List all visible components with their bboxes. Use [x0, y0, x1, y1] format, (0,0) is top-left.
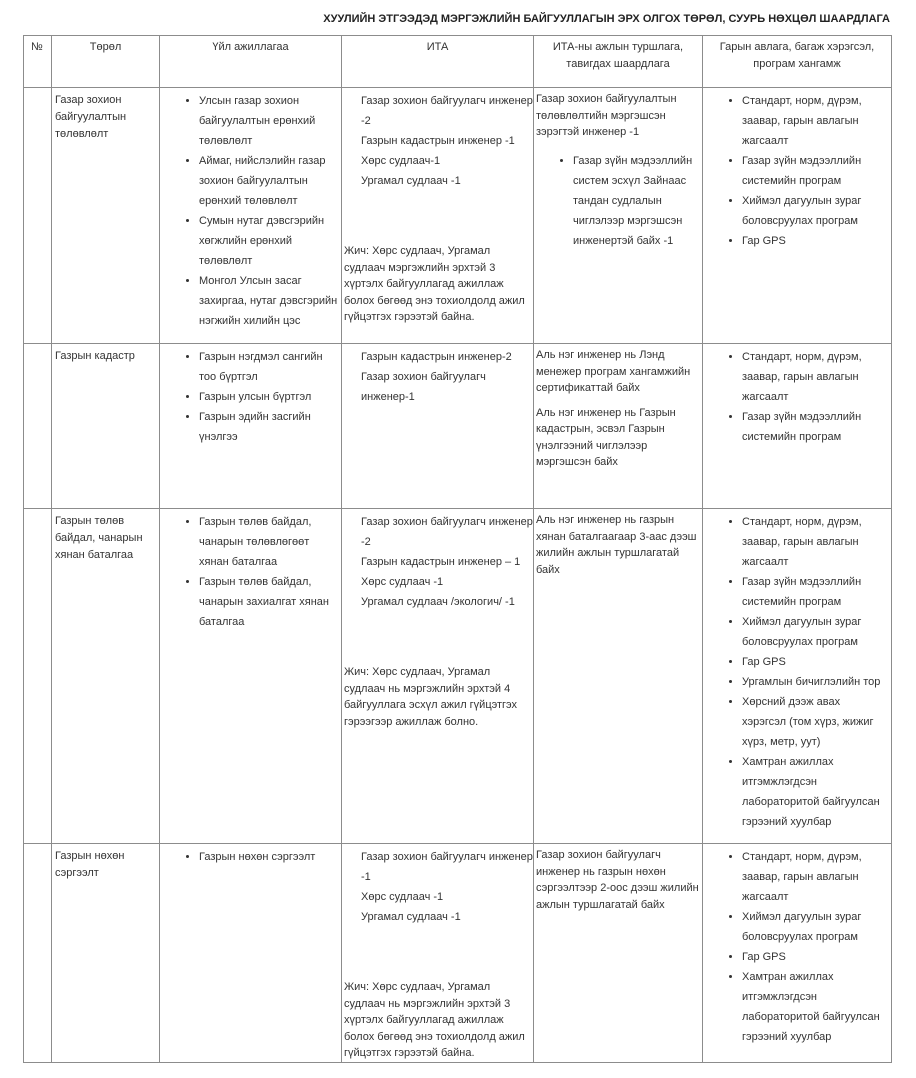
experience-text: Аль нэг инженер нь газрын хянан баталгаа… — [536, 514, 697, 576]
tool-list: Стандарт, норм, дүрэм, заавар, гарын авл… — [703, 344, 891, 447]
activity-list: Газрын нэгдмэл сангийн тоо бүртгэлГазрын… — [160, 344, 341, 447]
ita-staff-line: Ургамал судлаач -1 — [361, 175, 461, 187]
ita-staff-line: Газар зохион байгуулагч инженер-1 — [361, 371, 486, 403]
cell-type: Газар зохион байгуулалтын төлөвлөлт — [51, 87, 160, 344]
table-header-row: № Төрөл Үйл ажиллагаа ИТА ИТА-ны ажлын т… — [23, 35, 892, 88]
ita-staff-line: Газрын кадастрын инженер-2 — [361, 351, 512, 363]
cell-ita: Газар зохион байгуулагч инженер -2 Газрын… — [341, 87, 534, 344]
tool-item: Газар зүйн мэдээллийн системийн програм — [742, 151, 887, 191]
header-experience: ИТА-ны ажлын туршлага, тавигдах шаардлаг… — [533, 35, 703, 88]
cell-tools: Стандарт, норм, дүрэм, заавар, гарын авл… — [702, 343, 892, 509]
tool-item: Хамтран ажиллах итгэмжлэгдсэн лаборатори… — [742, 752, 887, 832]
tool-item: Газар зүйн мэдээллийн системийн програм — [742, 572, 887, 612]
activity-item: Сумын нутаг дэвсгэрийн хөгжлийн ерөнхий … — [199, 211, 341, 271]
cell-experience: Аль нэг инженер нь Лэнд менежер програм … — [533, 343, 703, 509]
cell-tools: Стандарт, норм, дүрэм, заавар, гарын авл… — [702, 843, 892, 1063]
tool-item: Гар GPS — [742, 652, 887, 672]
header-tools: Гарын авлага, багаж хэрэгсэл, програм ха… — [702, 35, 892, 88]
ita-staff: Газрын кадастрын инженер-2 Газар зохион б… — [342, 344, 533, 407]
cell-number — [23, 343, 52, 509]
ita-note: Жич: Хөрс судлаач, Ургамал судлаач нь мэ… — [344, 981, 525, 1059]
header-activities: Үйл ажиллагаа — [159, 35, 342, 88]
ita-staff-line: Газрын кадастрын инженер -1 — [361, 135, 515, 147]
activity-list: Газрын төлөв байдал, чанарын төлөвлөгөөт… — [160, 509, 341, 632]
cell-activities: Газрын нөхөн сэргээлт — [159, 843, 342, 1063]
cell-type: Газрын нөхөн сэргээлт — [51, 843, 160, 1063]
requirements-table: № Төрөл Үйл ажиллагаа ИТА ИТА-ны ажлын т… — [23, 35, 892, 1063]
ita-note: Жич: Хөрс судлаач, Ургамал судлаач мэргэ… — [344, 245, 525, 323]
header-type: Төрөл — [51, 35, 160, 88]
experience-text: Газар зохион байгуулагч инженер нь газры… — [536, 849, 699, 911]
ita-staff-line: Газар зохион байгуулагч инженер -1 — [361, 851, 533, 883]
tool-list: Стандарт, норм, дүрэм, заавар, гарын авл… — [703, 509, 891, 832]
ita-note: Жич: Хөрс судлаач, Ургамал судлаач нь мэ… — [344, 666, 518, 728]
tool-item: Стандарт, норм, дүрэм, заавар, гарын авл… — [742, 512, 887, 572]
tool-item: Стандарт, норм, дүрэм, заавар, гарын авл… — [742, 347, 887, 407]
cell-experience: Газар зохион байгуулагч инженер нь газры… — [533, 843, 703, 1063]
tool-item: Газар зүйн мэдээллийн системийн програм — [742, 407, 887, 447]
experience-list: Газар зүйн мэдээллийн систем эсхүл Зайна… — [536, 151, 700, 251]
activity-item: Аймаг, нийслэлийн газар зохион байгуулал… — [199, 151, 341, 211]
ita-staff-line: Хөрс судлаач -1 — [361, 891, 444, 903]
tool-item: Гар GPS — [742, 231, 887, 251]
document-title: ХУУЛИЙН ЭТГЭЭДЭД МЭРГЭЖЛИЙН БАЙГУУЛЛАГЫН… — [323, 13, 890, 25]
tool-list: Стандарт, норм, дүрэм, заавар, гарын авл… — [703, 88, 891, 251]
ita-staff: Газар зохион байгуулагч инженер -2 Газрын… — [342, 88, 533, 191]
experience-item: Газар зүйн мэдээллийн систем эсхүл Зайна… — [573, 151, 700, 251]
experience-text: Газар зохион байгуулалтын төлөвлөлтийн м… — [536, 93, 677, 138]
activity-item: Улсын газар зохион байгуулалтын ерөнхий … — [199, 91, 341, 151]
ita-staff: Газар зохион байгуулагч инженер -2 Газрын… — [342, 509, 533, 612]
activity-item: Газрын нэгдмэл сангийн тоо бүртгэл — [199, 347, 341, 387]
experience-text: Аль нэг инженер нь Газрын кадастрын, эсв… — [536, 406, 676, 469]
table-row: Газрын кадастрГазрын нэгдмэл сангийн тоо… — [23, 343, 892, 509]
table-row: Газрын төлөв байдал, чанарын хянан батал… — [23, 508, 892, 844]
cell-experience: Аль нэг инженер нь газрын хянан баталгаа… — [533, 508, 703, 844]
ita-staff-line: Газар зохион байгуулагч инженер -2 — [361, 516, 533, 548]
cell-type: Газрын кадастр — [51, 343, 160, 509]
cell-type: Газрын төлөв байдал, чанарын хянан батал… — [51, 508, 160, 844]
ita-staff-line: Газрын кадастрын инженер – 1 — [361, 556, 521, 568]
tool-item: Ургамлын бичиглэлийн тор — [742, 672, 887, 692]
cell-number — [23, 843, 52, 1063]
cell-number — [23, 508, 52, 844]
cell-tools: Стандарт, норм, дүрэм, заавар, гарын авл… — [702, 508, 892, 844]
activity-item: Газрын улсын бүртгэл — [199, 387, 341, 407]
table-row: Газар зохион байгуулалтын төлөвлөлт Улсын… — [23, 87, 892, 344]
ita-staff-line: Газар зохион байгуулагч инженер -2 — [361, 95, 533, 127]
experience-text: Аль нэг инженер нь Лэнд менежер програм … — [536, 349, 691, 394]
ita-staff-line: Ургамал судлаач -1 — [361, 911, 461, 923]
tool-item: Хөрсний дээж авах хэрэгсэл (том хүрз, жи… — [742, 692, 887, 752]
cell-tools: Стандарт, норм, дүрэм, заавар, гарын авл… — [702, 87, 892, 344]
ita-staff-line: Хөрс судлаач-1 — [361, 155, 441, 167]
cell-ita: Газрын кадастрын инженер-2 Газар зохион б… — [341, 343, 534, 509]
tool-item: Хиймэл дагуулын зураг боловсруулах прогр… — [742, 612, 887, 652]
cell-number — [23, 87, 52, 344]
activity-item: Газрын төлөв байдал, чанарын захиалгат х… — [199, 572, 341, 632]
ita-staff: Газар зохион байгуулагч инженер -1 Хөрс с… — [342, 844, 533, 927]
activity-item: Газрын эдийн засгийн үнэлгээ — [199, 407, 341, 447]
tool-item: Хамтран ажиллах итгэмжлэгдсэн лаборатори… — [742, 967, 887, 1047]
cell-activities: Газрын нэгдмэл сангийн тоо бүртгэлГазрын… — [159, 343, 342, 509]
activity-item: Газрын төлөв байдал, чанарын төлөвлөгөөт… — [199, 512, 341, 572]
tool-item: Стандарт, норм, дүрэм, заавар, гарын авл… — [742, 847, 887, 907]
tool-item: Гар GPS — [742, 947, 887, 967]
tool-item: Хиймэл дагуулын зураг боловсруулах прогр… — [742, 907, 887, 947]
cell-activities: Улсын газар зохион байгуулалтын ерөнхий … — [159, 87, 342, 344]
activity-item: Монгол Улсын засаг захиргаа, нутаг дэвсг… — [199, 271, 341, 331]
ita-staff-line: Ургамал судлаач /экологич/ -1 — [361, 596, 515, 608]
activity-list: Улсын газар зохион байгуулалтын ерөнхий … — [160, 88, 341, 331]
cell-ita: Газар зохион байгуулагч инженер -1 Хөрс с… — [341, 843, 534, 1063]
cell-experience: Газар зохион байгуулалтын төлөвлөлтийн м… — [533, 87, 703, 344]
activity-list: Газрын нөхөн сэргээлт — [160, 844, 341, 867]
cell-activities: Газрын төлөв байдал, чанарын төлөвлөгөөт… — [159, 508, 342, 844]
header-number: № — [23, 35, 52, 88]
cell-ita: Газар зохион байгуулагч инженер -2 Газрын… — [341, 508, 534, 844]
tool-list: Стандарт, норм, дүрэм, заавар, гарын авл… — [703, 844, 891, 1047]
header-ita: ИТА — [341, 35, 534, 88]
tool-item: Стандарт, норм, дүрэм, заавар, гарын авл… — [742, 91, 887, 151]
ita-staff-line: Хөрс судлаач -1 — [361, 576, 444, 588]
tool-item: Хиймэл дагуулын зураг боловсруулах прогр… — [742, 191, 887, 231]
activity-item: Газрын нөхөн сэргээлт — [199, 847, 341, 867]
table-row: Газрын нөхөн сэргээлт Газрын нөхөн сэргээ… — [23, 843, 892, 1063]
